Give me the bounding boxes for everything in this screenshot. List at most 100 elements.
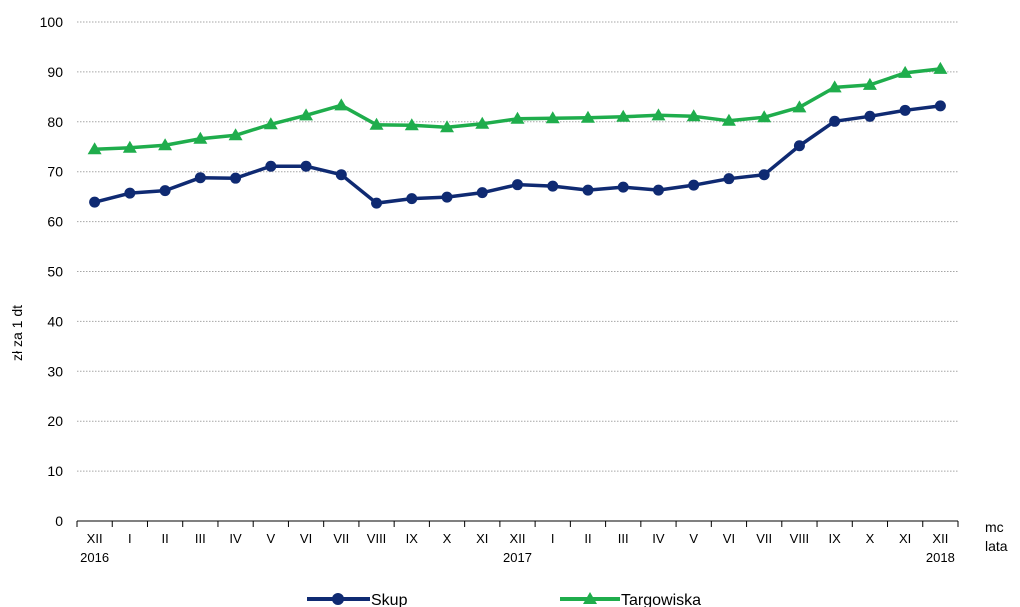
y-axis-ticks: 0 10 20 30 40 50 60 70 80 90 100 bbox=[40, 14, 64, 529]
data-point bbox=[193, 131, 208, 144]
y-tick-label: 100 bbox=[40, 14, 64, 30]
x-tick-label: V bbox=[689, 531, 698, 546]
y-tick-label: 50 bbox=[47, 264, 63, 280]
y-axis-title: zł za 1 dt bbox=[9, 305, 25, 361]
x-tick-label: XII bbox=[932, 531, 948, 546]
x-tick-label: VIII bbox=[790, 531, 810, 546]
x-tick-label: VII bbox=[756, 531, 772, 546]
x-tick-label: VII bbox=[333, 531, 349, 546]
data-point bbox=[440, 120, 455, 133]
x-axis-title-months: mc bbox=[985, 519, 1004, 535]
data-point bbox=[758, 169, 770, 181]
x-tick-label: VIII bbox=[367, 531, 387, 546]
data-point bbox=[228, 128, 243, 141]
data-point bbox=[862, 77, 877, 90]
data-point bbox=[230, 172, 242, 184]
data-point bbox=[792, 100, 807, 113]
data-point bbox=[194, 172, 206, 184]
data-point bbox=[616, 109, 631, 122]
x-axis-title-years: lata bbox=[985, 538, 1008, 554]
series-lines bbox=[87, 61, 948, 209]
data-point bbox=[263, 117, 278, 130]
data-point bbox=[829, 115, 841, 127]
data-point bbox=[334, 98, 349, 111]
gridlines bbox=[77, 21, 958, 472]
data-point bbox=[510, 111, 525, 124]
data-point bbox=[651, 108, 666, 121]
x-tick-label: IX bbox=[406, 531, 419, 546]
x-year-label: 2016 bbox=[80, 550, 109, 565]
y-tick-label: 60 bbox=[47, 214, 63, 230]
data-point bbox=[652, 184, 664, 196]
x-tick-label: IV bbox=[229, 531, 242, 546]
y-tick-label: 70 bbox=[47, 164, 63, 180]
data-point bbox=[441, 191, 453, 203]
data-point bbox=[369, 117, 384, 130]
x-tick-label: VI bbox=[723, 531, 735, 546]
data-point bbox=[158, 138, 173, 151]
data-point bbox=[300, 160, 312, 172]
data-point bbox=[406, 193, 418, 205]
x-tick-label: XII bbox=[87, 531, 103, 546]
data-point bbox=[933, 61, 948, 74]
y-tick-label: 30 bbox=[47, 363, 63, 379]
data-point bbox=[688, 179, 700, 191]
data-point bbox=[124, 187, 136, 199]
x-tick-label: II bbox=[584, 531, 591, 546]
x-tick-label: XII bbox=[510, 531, 526, 546]
data-point bbox=[547, 180, 559, 192]
data-point bbox=[545, 111, 560, 124]
data-point bbox=[580, 110, 595, 123]
data-point bbox=[299, 108, 314, 121]
series-skup bbox=[89, 100, 946, 209]
x-year-label: 2017 bbox=[503, 550, 532, 565]
data-point bbox=[512, 179, 523, 191]
data-point bbox=[87, 142, 102, 155]
x-tick-label: X bbox=[443, 531, 452, 546]
data-point bbox=[475, 116, 490, 129]
data-point bbox=[404, 118, 419, 131]
x-tick-label: IV bbox=[652, 531, 665, 546]
x-year-label: 2018 bbox=[926, 550, 955, 565]
data-point bbox=[864, 110, 876, 122]
legend-item-targowiska: Targowiska bbox=[560, 592, 701, 607]
x-tick-label: III bbox=[195, 531, 206, 546]
data-point bbox=[89, 196, 101, 208]
data-point bbox=[934, 100, 946, 112]
series-targowiska bbox=[87, 61, 948, 155]
legend-marker-skup bbox=[332, 593, 344, 605]
data-point bbox=[757, 110, 772, 123]
y-tick-label: 10 bbox=[47, 463, 63, 479]
x-tick-label: III bbox=[618, 531, 629, 546]
x-axis bbox=[76, 520, 959, 527]
data-point bbox=[723, 173, 735, 185]
legend-item-skup: Skup bbox=[307, 592, 408, 607]
x-tick-label: V bbox=[266, 531, 275, 546]
x-tick-label: I bbox=[128, 531, 132, 546]
x-tick-label: X bbox=[866, 531, 875, 546]
data-point bbox=[617, 181, 629, 193]
y-tick-label: 0 bbox=[55, 513, 63, 529]
legend-label-targowiska: Targowiska bbox=[621, 592, 701, 607]
x-tick-label: VI bbox=[300, 531, 312, 546]
x-tick-label: XI bbox=[899, 531, 911, 546]
x-tick-label: IX bbox=[829, 531, 842, 546]
data-point bbox=[793, 140, 805, 152]
data-point bbox=[721, 113, 736, 126]
data-point bbox=[898, 65, 913, 78]
legend-label-skup: Skup bbox=[371, 592, 408, 607]
y-tick-label: 80 bbox=[47, 114, 63, 130]
x-tick-label: XI bbox=[476, 531, 488, 546]
data-point bbox=[159, 185, 171, 197]
data-point bbox=[899, 104, 911, 116]
data-point bbox=[827, 80, 842, 93]
data-point bbox=[476, 187, 488, 199]
data-point bbox=[335, 169, 347, 181]
data-point bbox=[371, 197, 383, 209]
data-point bbox=[265, 160, 277, 172]
legend-marker-targowiska bbox=[583, 592, 597, 604]
x-tick-label: I bbox=[551, 531, 555, 546]
y-tick-label: 20 bbox=[47, 413, 63, 429]
x-axis-ticks: XII I II III IV V VI VII VIII IX X XI XII I II III IV V VI… bbox=[80, 531, 955, 565]
